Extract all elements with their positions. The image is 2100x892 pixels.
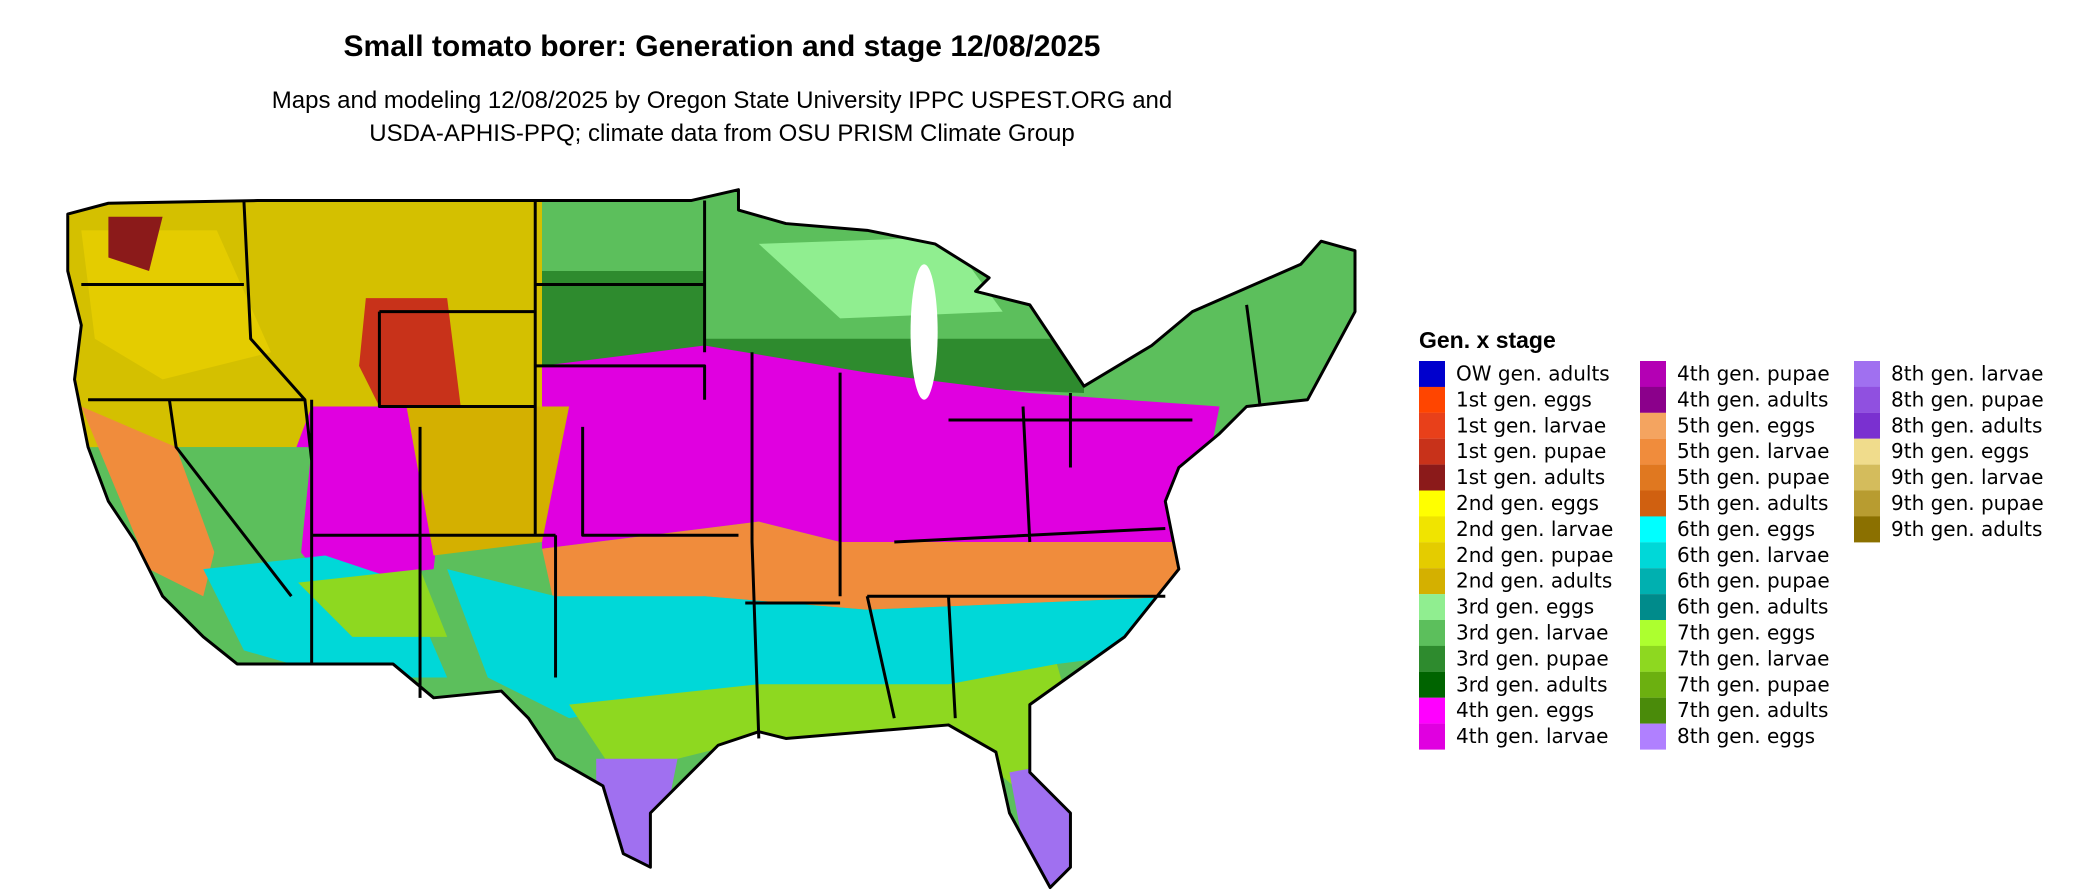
legend-swatch [1419, 464, 1445, 491]
legend-label: 4th gen. larvae [1456, 724, 1608, 748]
legend-swatch [1640, 490, 1666, 517]
legend-swatch [1640, 697, 1666, 724]
legend-swatch [1854, 516, 1880, 543]
legend-swatch [1640, 516, 1666, 543]
legend-label: 5th gen. pupae [1677, 465, 1830, 489]
legend-label: 6th gen. adults [1677, 595, 1828, 619]
legend-swatch [1640, 438, 1666, 465]
legend-label: 3rd gen. larvae [1456, 621, 1608, 645]
legend-swatch [1854, 464, 1880, 491]
legend-swatch [1640, 594, 1666, 621]
legend-swatch [1640, 723, 1666, 750]
legend-label: 1st gen. adults [1456, 465, 1605, 489]
legend-label: 2nd gen. adults [1456, 569, 1612, 593]
legend-swatch [1854, 412, 1880, 439]
legend-label: 1st gen. eggs [1456, 387, 1592, 411]
legend-swatch [1640, 361, 1666, 387]
legend-swatch [1419, 671, 1445, 698]
legend-label: 1st gen. pupae [1456, 439, 1606, 463]
legend-swatch [1419, 723, 1445, 750]
legend-label: OW gen. adults [1456, 362, 1610, 386]
legend-label: 6th gen. larvae [1677, 543, 1829, 567]
legend-label: 4th gen. adults [1677, 387, 1828, 411]
legend-label: 5th gen. adults [1677, 491, 1828, 515]
legend-label: 9th gen. eggs [1891, 439, 2029, 463]
legend-swatch [1419, 594, 1445, 621]
subtitle: USDA-APHIS-PPQ; climate data from OSU PR… [369, 120, 1075, 147]
legend-swatch [1640, 542, 1666, 569]
legend-label: 9th gen. pupae [1891, 491, 2044, 515]
legend-label: 4th gen. pupae [1677, 362, 1830, 386]
legend-swatch [1854, 438, 1880, 465]
subtitle: Maps and modeling 12/08/2025 by Oregon S… [272, 87, 1172, 114]
legend-swatch [1854, 386, 1880, 413]
legend-swatch [1640, 671, 1666, 698]
legend-swatch [1640, 386, 1666, 413]
legend-label: 9th gen. larvae [1891, 465, 2043, 489]
legend-swatch [1640, 620, 1666, 646]
title: Small tomato borer: Generation and stage… [344, 30, 1101, 63]
legend-swatch [1419, 645, 1445, 672]
legend-swatch [1640, 568, 1666, 595]
legend-label: 2nd gen. eggs [1456, 491, 1599, 515]
legend-swatch [1419, 620, 1445, 646]
legend-swatch [1854, 490, 1880, 517]
legend-label: 6th gen. eggs [1677, 517, 1815, 541]
legend-label: 8th gen. pupae [1891, 387, 2044, 411]
legend-swatch [1854, 361, 1880, 387]
legend-swatch [1640, 645, 1666, 672]
legend-label: 8th gen. larvae [1891, 362, 2043, 386]
legend-label: 3rd gen. pupae [1456, 646, 1609, 670]
legend-label: 7th gen. larvae [1677, 646, 1829, 670]
legend-label: 5th gen. eggs [1677, 413, 1815, 437]
legend-label: 8th gen. adults [1891, 413, 2042, 437]
legend-label: 2nd gen. pupae [1456, 543, 1613, 567]
legend-label: 1st gen. larvae [1456, 413, 1606, 437]
legend-label: 3rd gen. adults [1456, 672, 1607, 696]
legend-swatch [1419, 697, 1445, 724]
legend-swatch [1419, 412, 1445, 439]
legend-swatch [1419, 438, 1445, 465]
legend-swatch [1419, 542, 1445, 569]
legend-label: 3rd gen. eggs [1456, 595, 1594, 619]
legend-swatch [1419, 490, 1445, 517]
legend-label: 9th gen. adults [1891, 517, 2042, 541]
legend-label: 7th gen. adults [1677, 698, 1828, 722]
legend-label: 6th gen. pupae [1677, 569, 1830, 593]
legend-swatch [1419, 568, 1445, 595]
legend-label: 8th gen. eggs [1677, 724, 1815, 748]
legend-swatch [1640, 464, 1666, 491]
legend-label: 2nd gen. larvae [1456, 517, 1613, 541]
legend-label: 7th gen. eggs [1677, 621, 1815, 645]
legend-label: 4th gen. eggs [1456, 698, 1594, 722]
legend-label: 5th gen. larvae [1677, 439, 1829, 463]
legend-swatch [1419, 386, 1445, 413]
legend-label: 7th gen. pupae [1677, 672, 1830, 696]
legend-swatch [1419, 516, 1445, 543]
us-map [66, 188, 1357, 890]
legend-title: Gen. x stage [1419, 327, 1556, 353]
legend-swatch [1640, 412, 1666, 439]
legend-swatch [1419, 361, 1445, 387]
